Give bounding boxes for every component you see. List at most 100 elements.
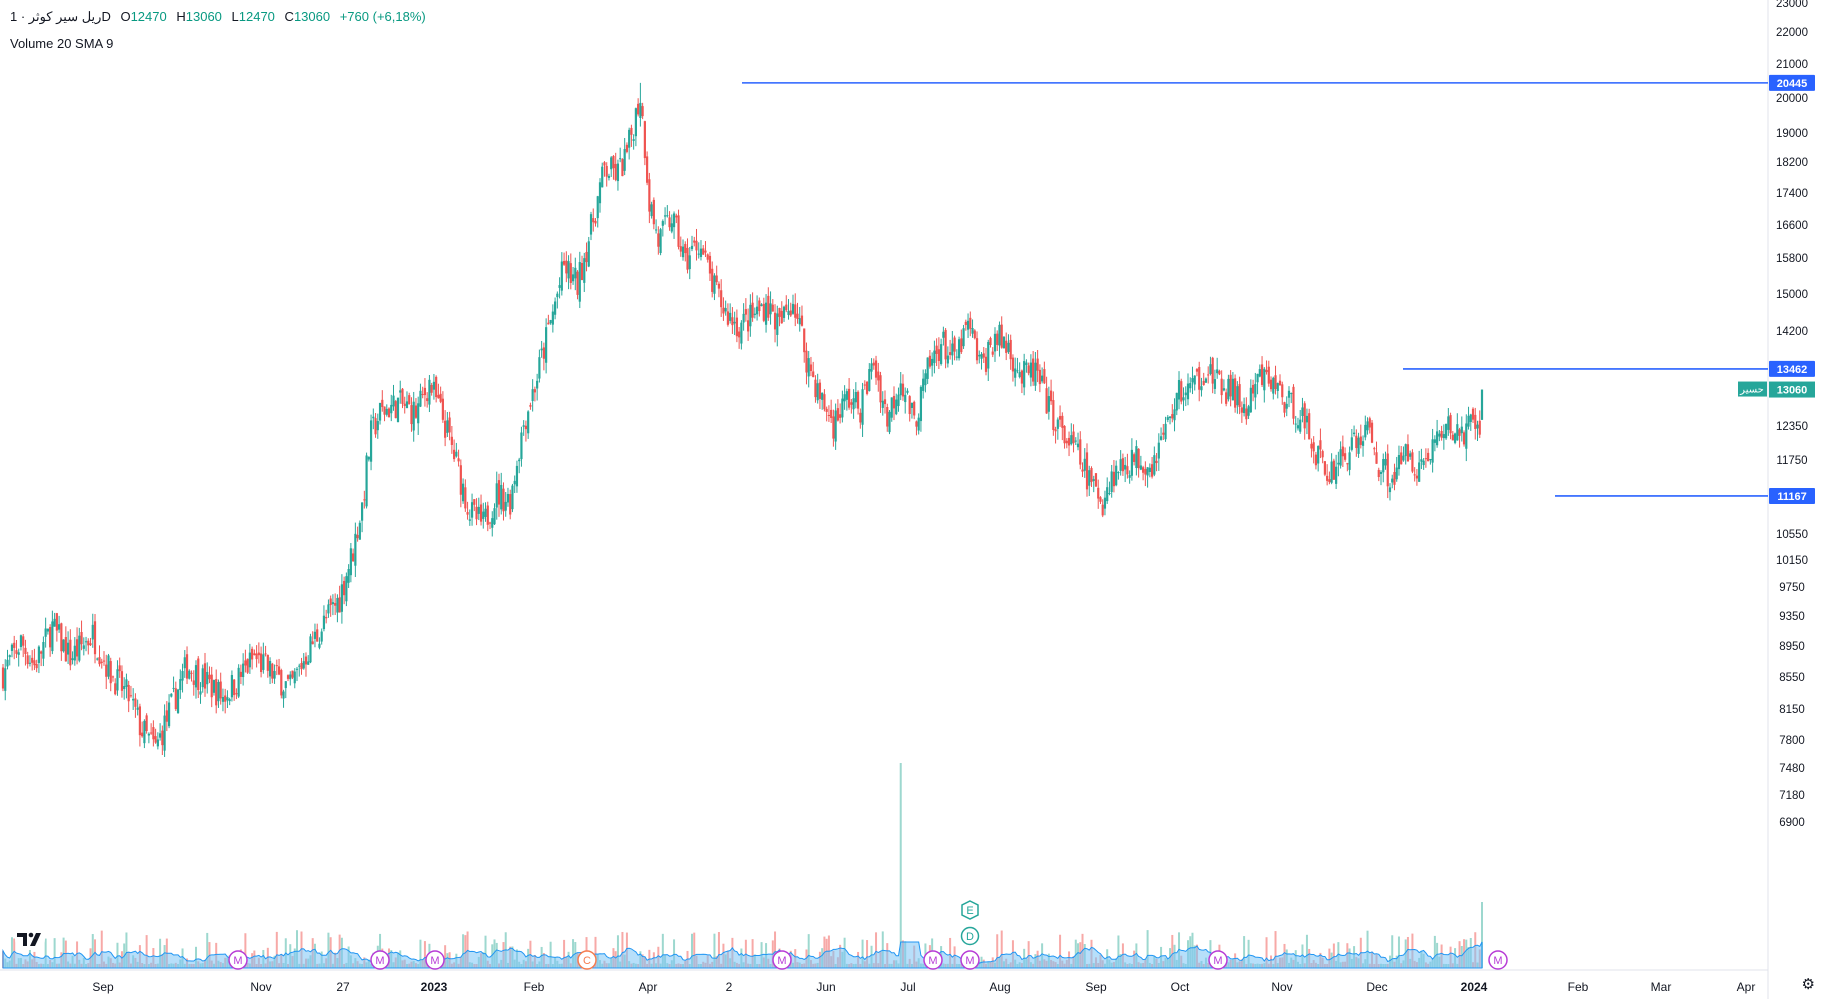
- candle-body: [639, 102, 642, 118]
- candle-body: [632, 139, 635, 141]
- candle-body: [1308, 413, 1311, 440]
- candle-body: [919, 386, 923, 422]
- candle-body: [1034, 362, 1037, 386]
- tradingview-logo-icon[interactable]: [14, 928, 46, 950]
- candle-body: [1101, 504, 1104, 516]
- event-marker-M[interactable]: [960, 950, 980, 970]
- candle-body: [607, 175, 611, 178]
- candle-body: [1341, 446, 1344, 457]
- candle-body: [1229, 374, 1232, 397]
- candle-body: [417, 403, 420, 424]
- event-markers[interactable]: M M M C M M M M M E D: [228, 900, 1508, 970]
- price-tick-label: 15800: [1776, 253, 1808, 265]
- symbol-legend: ریل سیر کوثر · 1D O12470 H13060 L12470 C…: [10, 9, 426, 25]
- candle-body: [565, 260, 568, 274]
- candle-body: [848, 388, 851, 408]
- horizontal-levels[interactable]: 20445 13462 11167: [742, 74, 1815, 504]
- candle-body: [856, 391, 860, 409]
- candle-body: [221, 697, 225, 702]
- candle-body: [215, 679, 218, 706]
- candle-body: [760, 304, 763, 306]
- volume-bar: [444, 945, 447, 968]
- symbol-name[interactable]: ریل سیر کوثر · 1D: [10, 9, 111, 24]
- candle-body: [78, 635, 81, 661]
- candle-body: [1377, 469, 1380, 478]
- event-marker-M[interactable]: [228, 950, 248, 970]
- candle-body: [91, 624, 94, 640]
- candle-body: [1243, 404, 1246, 414]
- candle-body: [520, 432, 523, 460]
- candle-body: [1370, 422, 1374, 443]
- volume-bar: [419, 939, 422, 968]
- time-tick-label: Nov: [250, 980, 271, 994]
- candle-body: [789, 310, 792, 316]
- candle-body: [331, 602, 335, 605]
- candle-body: [203, 663, 207, 689]
- candle-body: [251, 648, 254, 660]
- event-marker-M[interactable]: [425, 950, 445, 970]
- price-tick-label: 22000: [1776, 27, 1808, 39]
- candle-body: [35, 664, 38, 669]
- candle-body: [96, 658, 99, 660]
- candle-body: [1065, 440, 1068, 444]
- event-marker-M[interactable]: [772, 950, 792, 970]
- candle-body: [365, 455, 368, 507]
- candle-body: [441, 398, 444, 420]
- candle-body: [1231, 378, 1234, 401]
- candle-body: [641, 106, 644, 117]
- volume-bar: [899, 763, 902, 968]
- candle-body: [987, 341, 990, 369]
- time-axis[interactable]: Sep Nov 27 2023 Feb Apr 2 Jun Jul Aug Sep Oct Nov Dec…: [92, 980, 1755, 994]
- candle-body: [40, 651, 43, 654]
- price-axis[interactable]: 23000 22000 21000 20000 19000 18200 17400 16600…: [1738, 0, 1815, 829]
- candle-body: [901, 383, 905, 397]
- candle-body: [668, 217, 671, 228]
- candle-body: [962, 328, 965, 347]
- candle-body: [803, 328, 806, 353]
- earnings-marker[interactable]: [961, 900, 979, 920]
- candle-body: [372, 416, 375, 419]
- candle-body: [336, 598, 339, 613]
- candle-body: [951, 343, 954, 356]
- settings-gear-icon[interactable]: ⚙: [1801, 976, 1815, 993]
- candle-body: [172, 687, 175, 689]
- candle-body: [181, 671, 184, 681]
- candle-body: [1159, 436, 1163, 440]
- candle-body: [960, 338, 963, 353]
- volume-bar: [1481, 902, 1483, 968]
- candle-body: [1081, 469, 1084, 472]
- candle-body: [542, 347, 545, 359]
- level-tag: [1769, 74, 1815, 91]
- candle-body: [628, 129, 631, 148]
- event-marker-M[interactable]: [923, 950, 943, 970]
- candle-body: [188, 670, 191, 679]
- candle-body: [1436, 431, 1439, 446]
- candle-body: [154, 736, 157, 743]
- candle-body: [839, 414, 842, 418]
- candle-body: [630, 127, 633, 135]
- candle-body: [239, 671, 242, 677]
- candle-body: [1467, 415, 1470, 427]
- event-marker-M[interactable]: [370, 950, 390, 970]
- volume-indicator-legend[interactable]: Volume 20 SMA 9: [10, 36, 114, 51]
- event-marker-C[interactable]: [577, 950, 597, 970]
- candle-body: [729, 312, 732, 321]
- candle-body: [747, 320, 750, 332]
- candle-body: [459, 465, 462, 495]
- dividend-marker[interactable]: [960, 926, 980, 946]
- candle-body: [1088, 470, 1091, 486]
- candle-body: [913, 401, 916, 416]
- price-tick-label: 17400: [1776, 188, 1808, 200]
- candle-body: [437, 394, 440, 399]
- event-marker-M[interactable]: [1488, 950, 1508, 970]
- candle-body: [1391, 478, 1394, 483]
- candle-body: [156, 739, 159, 747]
- candle-body: [1225, 392, 1228, 404]
- candle-body: [150, 732, 153, 734]
- time-tick-label: Jul: [900, 980, 915, 994]
- candle-body: [778, 307, 781, 317]
- candle-body: [753, 313, 756, 315]
- candle-body: [369, 420, 373, 462]
- event-marker-M[interactable]: [1208, 950, 1228, 970]
